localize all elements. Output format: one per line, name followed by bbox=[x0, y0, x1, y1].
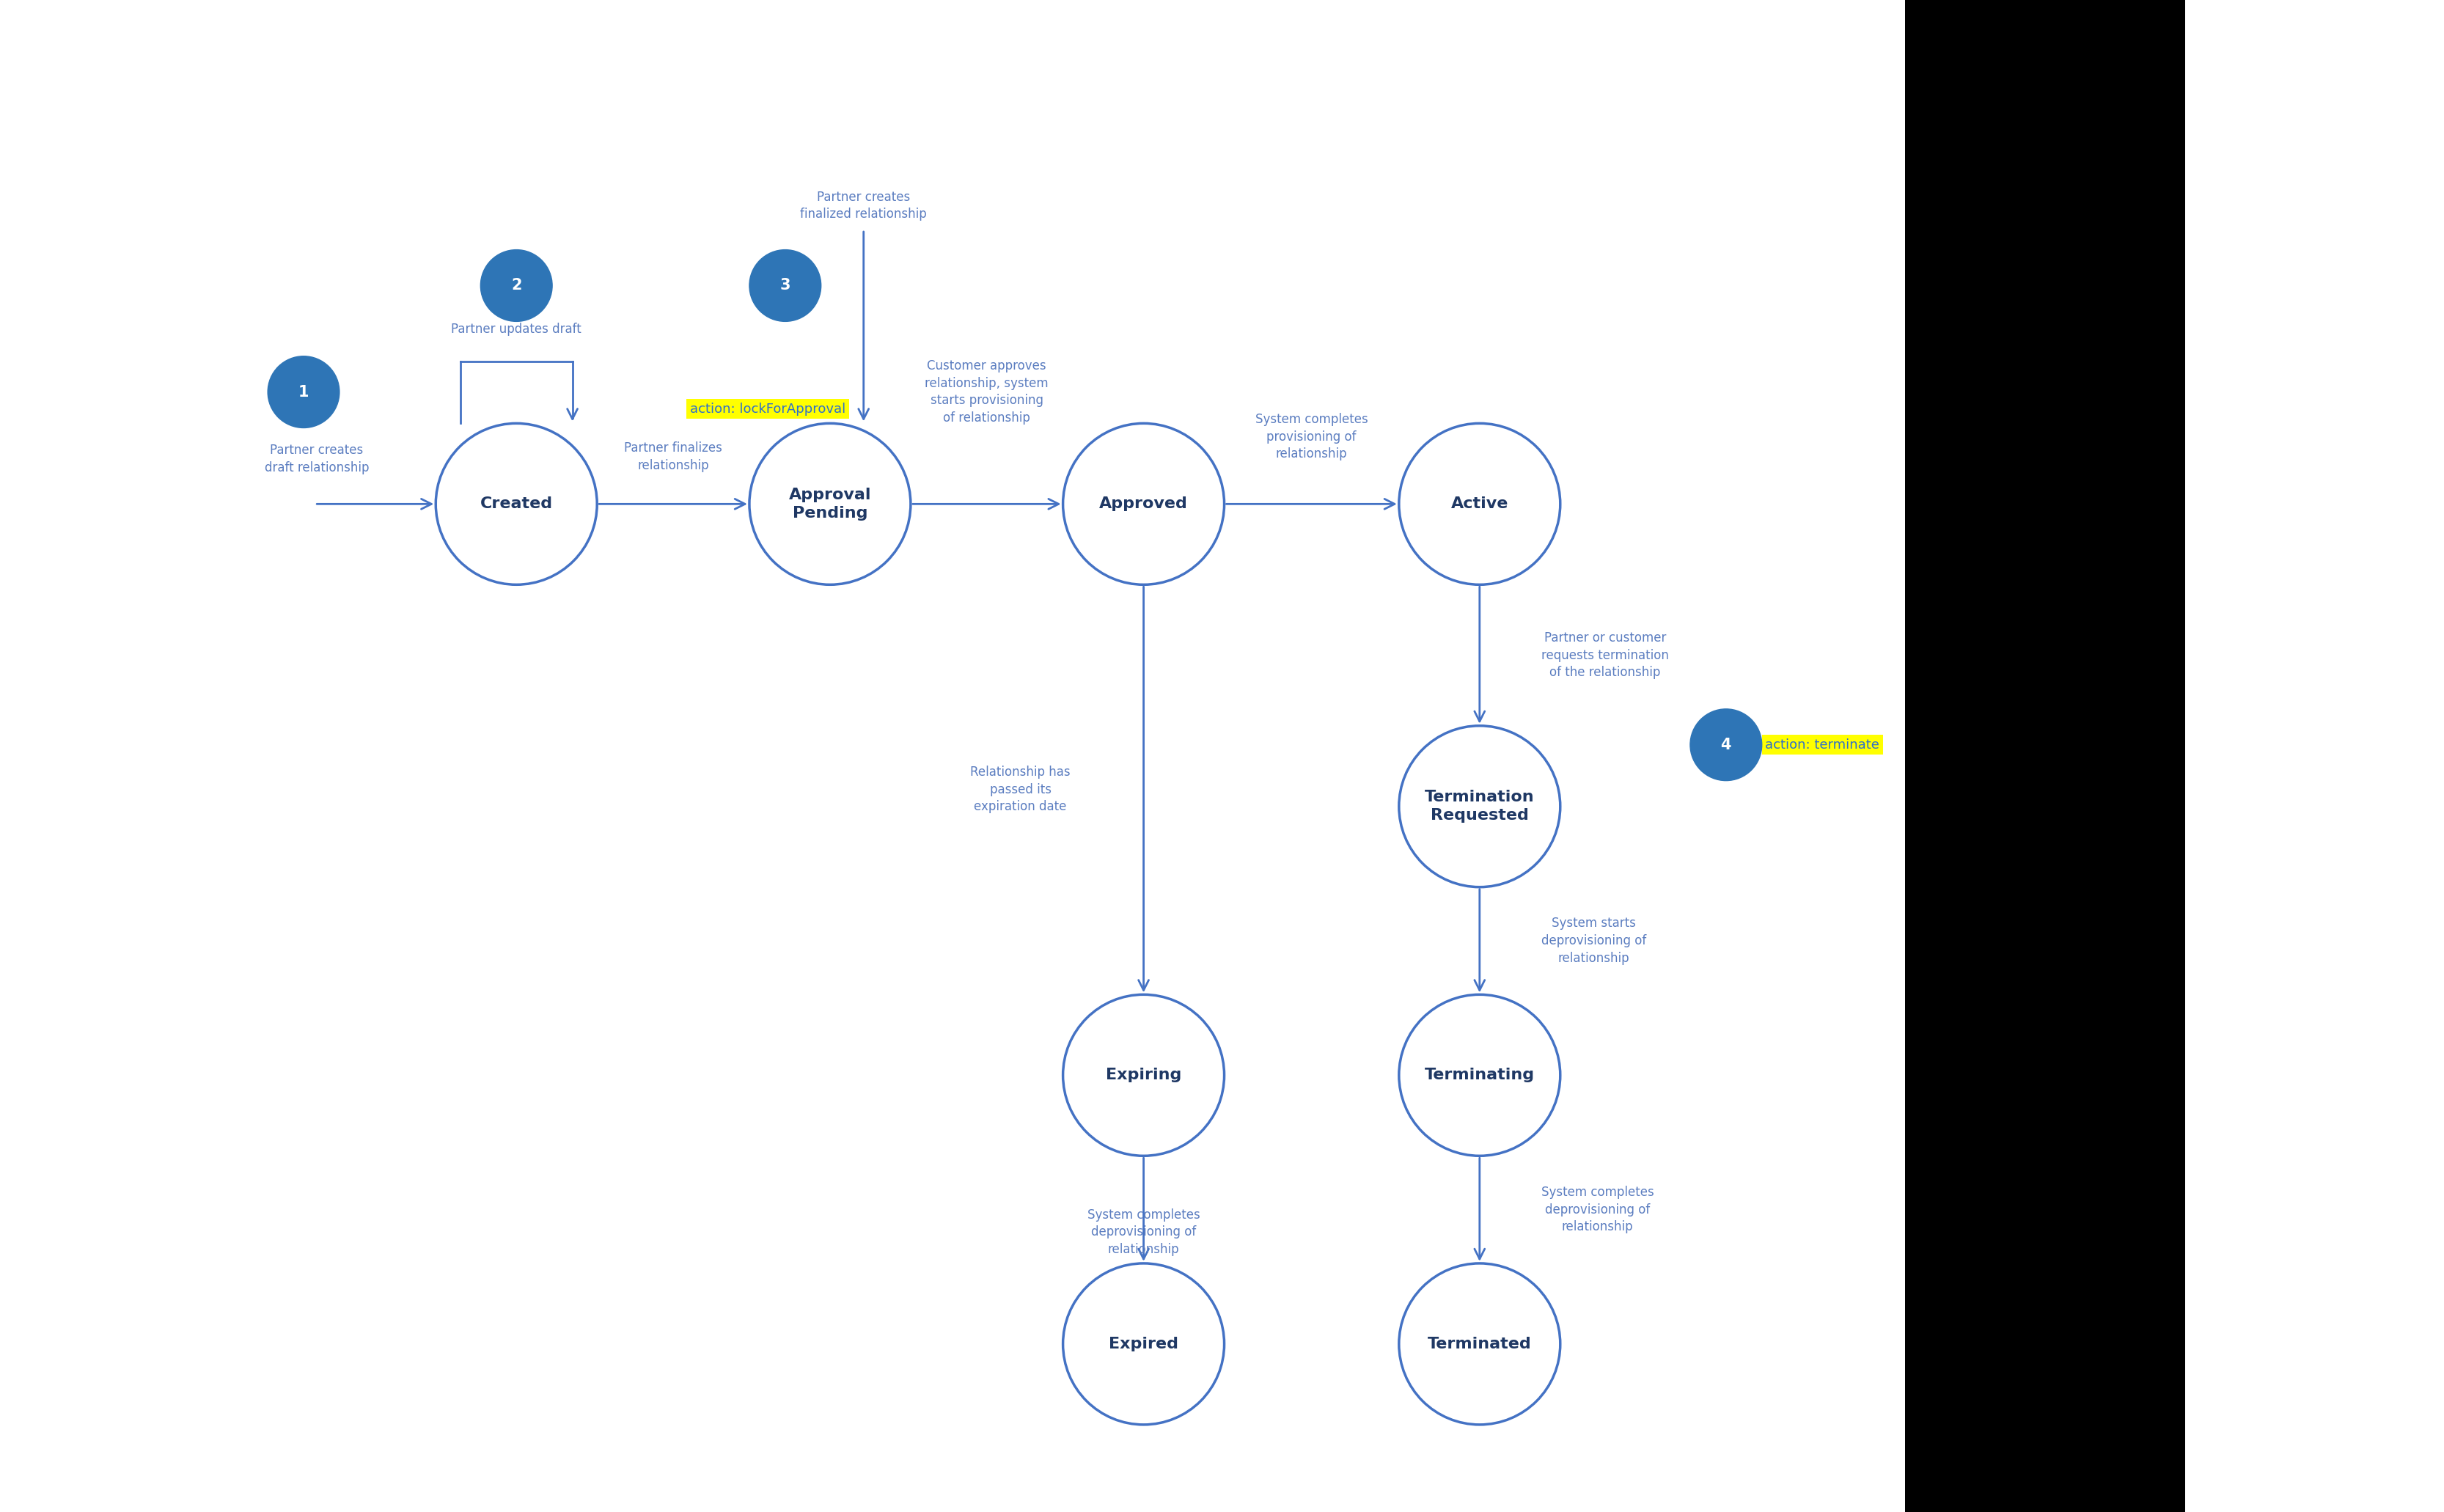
Circle shape bbox=[1063, 1264, 1224, 1424]
Circle shape bbox=[1398, 995, 1559, 1155]
Circle shape bbox=[1063, 423, 1224, 585]
Text: System starts
deprovisioning of
relationship: System starts deprovisioning of relation… bbox=[1542, 916, 1647, 965]
Bar bbox=[1906, 0, 2185, 1512]
Text: Partner creates
finalized relationship: Partner creates finalized relationship bbox=[799, 191, 926, 221]
Circle shape bbox=[269, 357, 340, 428]
Circle shape bbox=[750, 423, 912, 585]
Text: 1: 1 bbox=[298, 384, 308, 399]
Text: Customer approves
relationship, system
starts provisioning
of relationship: Customer approves relationship, system s… bbox=[924, 360, 1048, 425]
Text: Partner creates
draft relationship: Partner creates draft relationship bbox=[264, 445, 369, 475]
Text: Expiring: Expiring bbox=[1105, 1067, 1180, 1083]
Circle shape bbox=[750, 249, 821, 322]
Text: System completes
provisioning of
relationship: System completes provisioning of relatio… bbox=[1256, 413, 1369, 461]
Text: Termination
Requested: Termination Requested bbox=[1425, 789, 1535, 823]
Circle shape bbox=[1398, 1264, 1559, 1424]
Text: Relationship has
passed its
expiration date: Relationship has passed its expiration d… bbox=[970, 765, 1070, 813]
Circle shape bbox=[481, 249, 552, 322]
Circle shape bbox=[1398, 423, 1559, 585]
Text: action: terminate: action: terminate bbox=[1765, 738, 1879, 751]
Text: 3: 3 bbox=[780, 278, 789, 293]
Circle shape bbox=[1691, 709, 1762, 780]
Text: System completes
deprovisioning of
relationship: System completes deprovisioning of relat… bbox=[1088, 1208, 1200, 1256]
Text: 2: 2 bbox=[511, 278, 521, 293]
Text: Active: Active bbox=[1452, 496, 1508, 511]
Text: Terminating: Terminating bbox=[1425, 1067, 1535, 1083]
Text: System completes
deprovisioning of
relationship: System completes deprovisioning of relat… bbox=[1542, 1185, 1655, 1234]
Text: Partner finalizes
relationship: Partner finalizes relationship bbox=[623, 442, 723, 472]
Text: Partner updates draft: Partner updates draft bbox=[452, 322, 582, 336]
Text: Partner or customer
requests termination
of the relationship: Partner or customer requests termination… bbox=[1542, 632, 1669, 679]
Circle shape bbox=[1063, 995, 1224, 1155]
Text: Terminated: Terminated bbox=[1427, 1337, 1532, 1352]
Text: Expired: Expired bbox=[1110, 1337, 1178, 1352]
Text: Created: Created bbox=[479, 496, 552, 511]
Text: Approved: Approved bbox=[1100, 496, 1188, 511]
Text: 4: 4 bbox=[1721, 738, 1730, 751]
Text: Approval
Pending: Approval Pending bbox=[789, 487, 870, 520]
Text: action: lockForApproval: action: lockForApproval bbox=[689, 402, 846, 416]
Circle shape bbox=[1398, 726, 1559, 888]
Circle shape bbox=[435, 423, 596, 585]
